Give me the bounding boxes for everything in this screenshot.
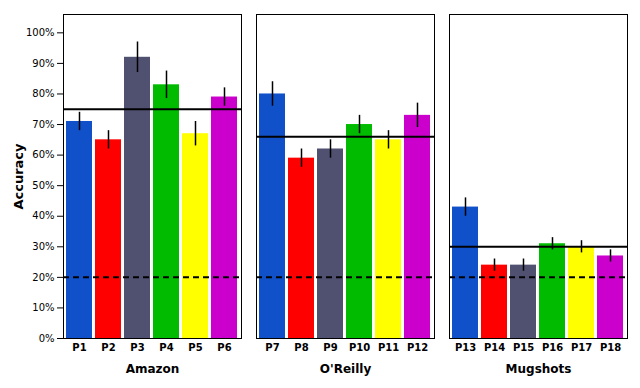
svg-text:P7: P7: [265, 342, 279, 353]
svg-text:P13: P13: [455, 342, 476, 353]
svg-text:P14: P14: [484, 342, 505, 353]
svg-text:P8: P8: [294, 342, 308, 353]
svg-text:P15: P15: [513, 342, 534, 353]
svg-text:P12: P12: [407, 342, 428, 353]
svg-text:P9: P9: [323, 342, 337, 353]
svg-text:P11: P11: [378, 342, 399, 353]
svg-text:Amazon: Amazon: [126, 362, 180, 376]
svg-text:60%: 60%: [32, 149, 54, 160]
svg-text:0%: 0%: [39, 333, 55, 344]
svg-text:80%: 80%: [32, 88, 54, 99]
svg-text:P6: P6: [217, 342, 231, 353]
svg-text:P17: P17: [571, 342, 592, 353]
svg-text:P2: P2: [101, 342, 115, 353]
svg-text:P16: P16: [542, 342, 563, 353]
svg-text:70%: 70%: [32, 119, 54, 130]
svg-text:P5: P5: [188, 342, 202, 353]
svg-text:50%: 50%: [32, 180, 54, 191]
svg-text:P4: P4: [159, 342, 173, 353]
svg-text:P10: P10: [349, 342, 370, 353]
svg-text:O'Reilly: O'Reilly: [320, 362, 372, 376]
svg-text:Accuracy: Accuracy: [11, 143, 26, 210]
svg-text:20%: 20%: [32, 272, 54, 283]
svg-text:P3: P3: [130, 342, 144, 353]
svg-text:Mugshots: Mugshots: [506, 362, 572, 376]
svg-text:100%: 100%: [26, 27, 55, 38]
svg-text:10%: 10%: [32, 302, 54, 313]
svg-text:30%: 30%: [32, 241, 54, 252]
svg-text:90%: 90%: [32, 58, 54, 69]
svg-text:P18: P18: [600, 342, 621, 353]
svg-text:40%: 40%: [32, 210, 54, 221]
svg-text:P1: P1: [72, 342, 86, 353]
